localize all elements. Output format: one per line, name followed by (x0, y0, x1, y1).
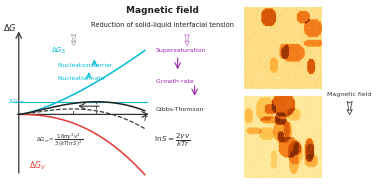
Text: $\Delta G$: $\Delta G$ (3, 22, 17, 33)
Text: $r$: $r$ (143, 113, 149, 123)
Text: Nucleation rate: Nucleation rate (58, 76, 104, 81)
Text: Magnetic field: Magnetic field (126, 6, 199, 15)
Text: $\ln S = \dfrac{2\gamma v}{kTr}$: $\ln S = \dfrac{2\gamma v}{kTr}$ (154, 131, 191, 149)
Text: Gibbs-Thomson: Gibbs-Thomson (156, 107, 204, 112)
Text: $\Delta G_{crit}$: $\Delta G_{crit}$ (8, 97, 26, 106)
Text: Magnetic field: Magnetic field (327, 92, 372, 97)
Text: Supersaturation: Supersaturation (156, 48, 206, 53)
Text: $\Delta G_V$: $\Delta G_V$ (29, 160, 46, 172)
Text: Nucleation barrier: Nucleation barrier (58, 63, 113, 68)
Text: Growth rate: Growth rate (156, 79, 194, 84)
Text: Reduction of solid-liquid interfacial tension: Reduction of solid-liquid interfacial te… (91, 22, 234, 28)
Text: $\Delta G_S$: $\Delta G_S$ (51, 46, 66, 56)
Text: $\Delta G_{cr} = \dfrac{16\pi\gamma^3 v^2}{3\left(kT\ln S\right)^2}$: $\Delta G_{cr} = \dfrac{16\pi\gamma^3 v^… (36, 131, 82, 149)
